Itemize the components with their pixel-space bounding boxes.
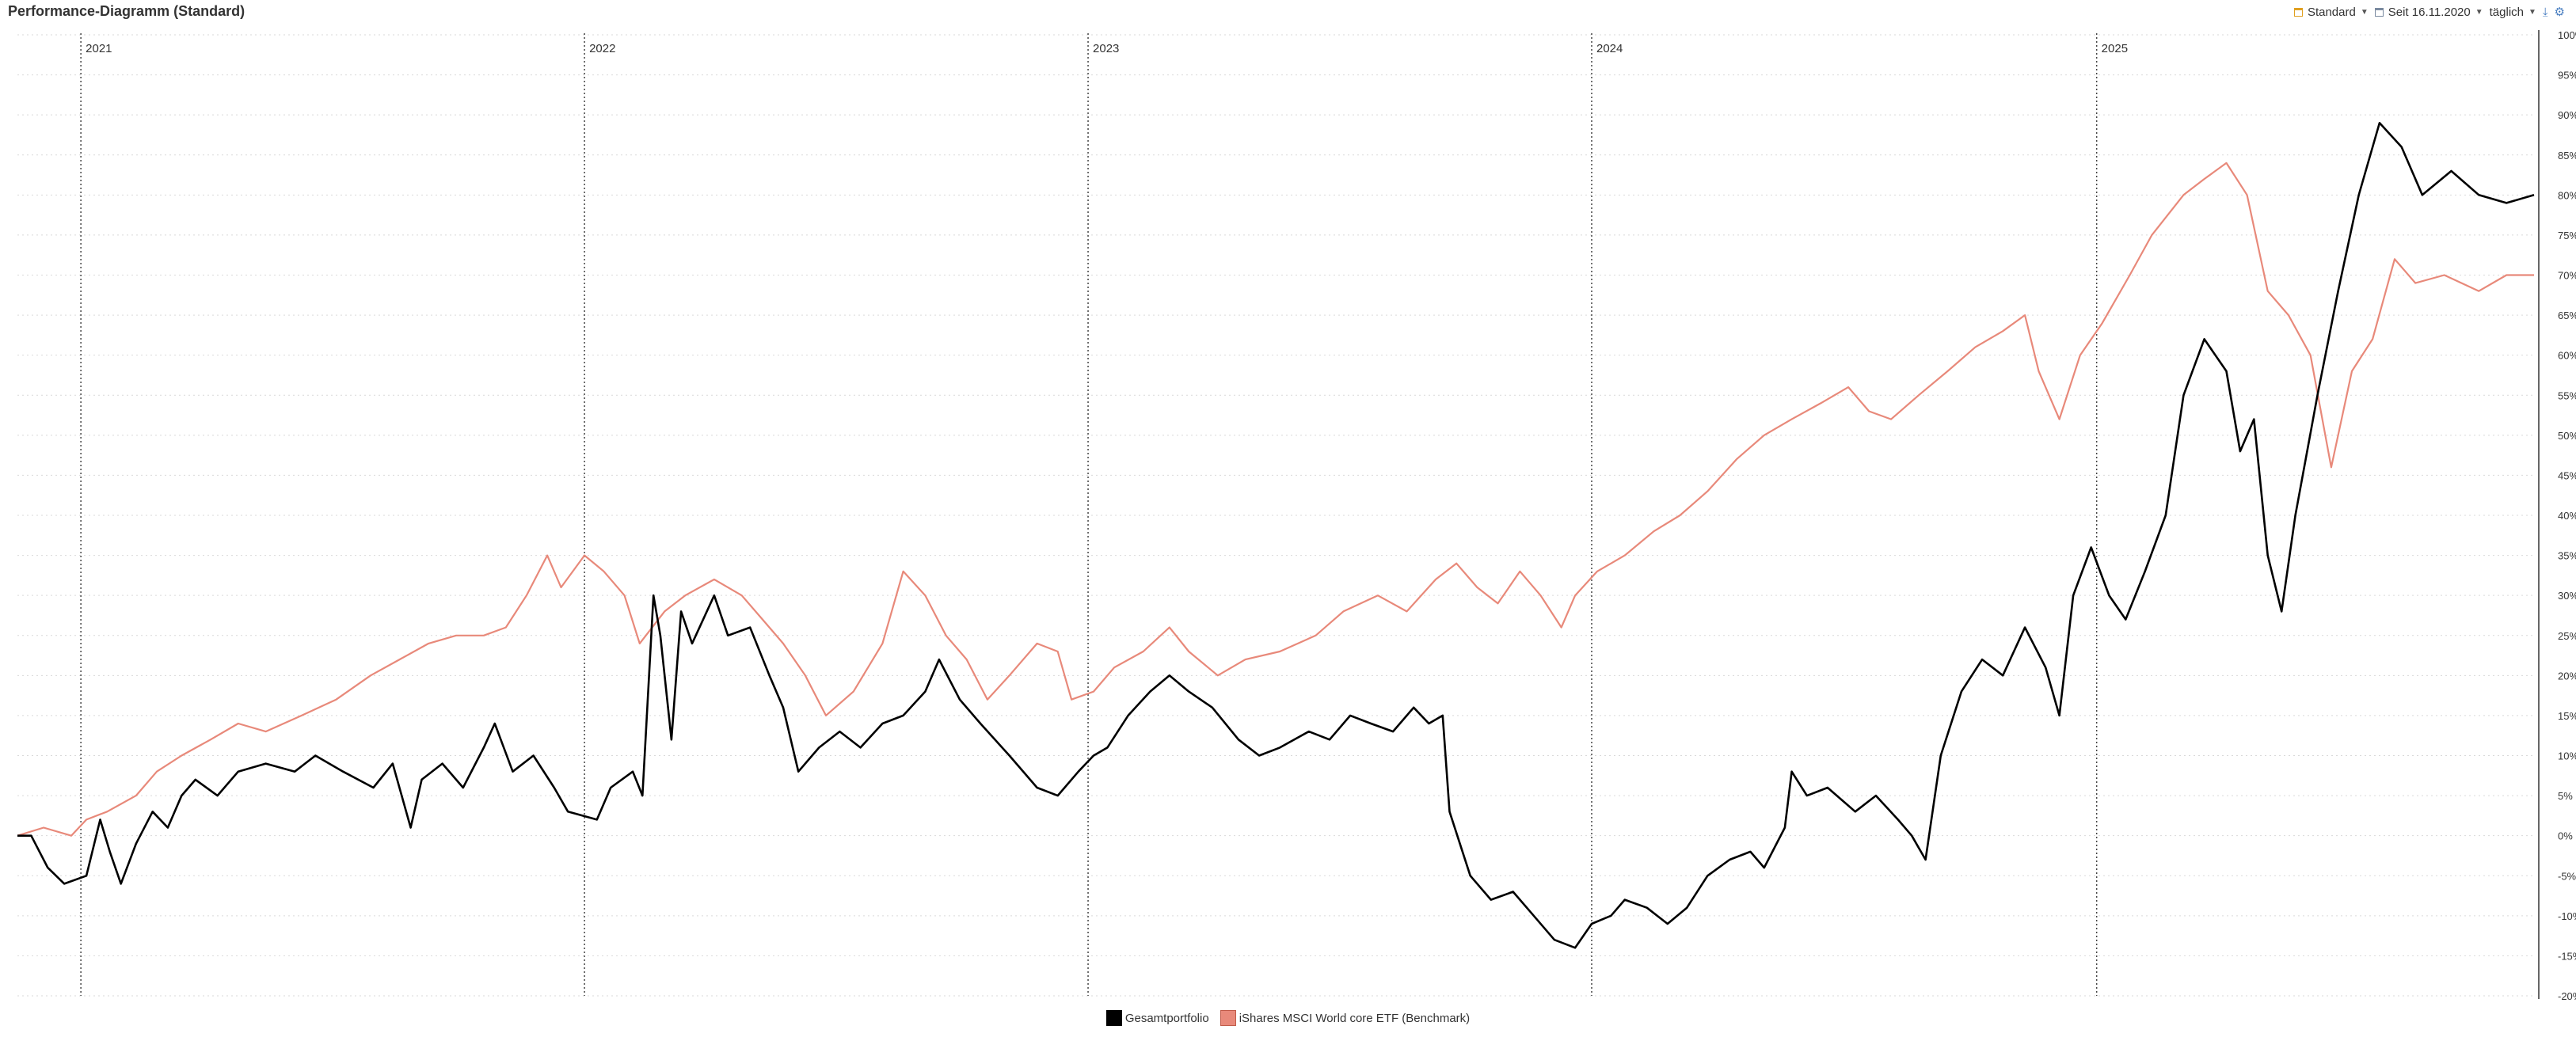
legend-swatch-portfolio [1105, 1010, 1122, 1026]
chart-toolbar: Standard ▼ Seit 16.11.2020 ▼ täglich ▼ ⤓… [2293, 5, 2565, 19]
year-label: 2025 [2102, 42, 2128, 55]
y-tick-label: 0% [2558, 830, 2573, 842]
view-label: Standard [2307, 5, 2356, 19]
y-tick-label: 80% [2558, 189, 2576, 201]
download-icon[interactable]: ⤓ [2542, 5, 2548, 19]
y-tick-label: 65% [2558, 310, 2576, 321]
year-label: 2023 [1093, 42, 1119, 55]
chevron-down-icon: ▼ [2475, 7, 2483, 17]
y-tick-label: 75% [2558, 230, 2576, 241]
y-tick-label: -20% [2558, 990, 2576, 1002]
legend-label-portfolio: Gesamtportfolio [1124, 1011, 1209, 1025]
y-tick-label: 45% [2558, 469, 2576, 481]
legend-swatch-benchmark [1220, 1010, 1236, 1026]
year-marker-layer: 2021 2022 2023 2024 2025 [80, 33, 2128, 996]
legend-item-benchmark[interactable]: iShares MSCI World core ETF (Benchmark) [1220, 1010, 1470, 1026]
y-tick-label: 5% [2558, 790, 2573, 802]
performance-chart: 2021 2022 2023 2024 2025 -20% -15% -10% -5% 0% 5%… [17, 29, 2576, 1002]
legend-label-benchmark: iShares MSCI World core ETF (Benchmark) [1239, 1011, 1471, 1025]
y-tick-label: 10% [2558, 750, 2576, 762]
y-tick-label: -5% [2558, 870, 2576, 882]
y-tick-label: -10% [2558, 910, 2576, 922]
chart-title: Performance-Diagramm (Standard) [8, 3, 245, 19]
period-selector[interactable]: Seit 16.11.2020 ▼ [2374, 5, 2483, 19]
view-selector[interactable]: Standard ▼ [2293, 5, 2369, 19]
y-tick-label: 95% [2558, 70, 2576, 82]
y-tick-label: 20% [2558, 670, 2576, 682]
y-tick-label: 85% [2558, 150, 2576, 161]
series-line-portfolio [17, 122, 2535, 949]
y-tick-label: 100% [2558, 29, 2576, 41]
interval-selector[interactable]: täglich ▼ [2490, 6, 2536, 19]
chevron-down-icon: ▼ [2528, 7, 2536, 17]
legend-item-portfolio[interactable]: Gesamtportfolio [1105, 1010, 1209, 1026]
y-tick-label: 70% [2558, 270, 2576, 282]
y-tick-label: 30% [2558, 590, 2576, 602]
interval-label: täglich [2489, 5, 2524, 19]
gear-icon[interactable]: ⚙ [2554, 6, 2565, 19]
y-tick-label: 50% [2558, 430, 2576, 442]
y-tick-label: 90% [2558, 109, 2576, 121]
calendar-icon [2293, 7, 2303, 17]
y-tick-label: 60% [2558, 350, 2576, 362]
y-tick-label: 40% [2558, 510, 2576, 522]
grid-layer [17, 34, 2534, 997]
legend: Gesamtportfolio iShares MSCI World core … [0, 1010, 2576, 1026]
year-label: 2021 [86, 42, 112, 55]
period-label: Seit 16.11.2020 [2388, 5, 2471, 19]
y-tick-label: 35% [2558, 550, 2576, 562]
calendar-icon [2374, 7, 2384, 17]
y-tick-label: 15% [2558, 710, 2576, 722]
y-tick-label: 25% [2558, 630, 2576, 642]
y-tick-label: -15% [2558, 950, 2576, 962]
y-axis-layer: -20% -15% -10% -5% 0% 5% 10% 15% 20% 25% 30% 35% 40%… [2538, 29, 2576, 1002]
chevron-down-icon: ▼ [2360, 7, 2369, 17]
series-line-benchmark [17, 161, 2534, 837]
year-label: 2022 [589, 42, 615, 55]
series-layer [17, 122, 2535, 949]
y-tick-label: 55% [2558, 389, 2576, 401]
year-label: 2024 [1596, 42, 1623, 55]
